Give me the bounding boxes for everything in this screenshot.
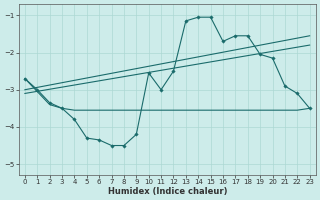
X-axis label: Humidex (Indice chaleur): Humidex (Indice chaleur) xyxy=(108,187,227,196)
